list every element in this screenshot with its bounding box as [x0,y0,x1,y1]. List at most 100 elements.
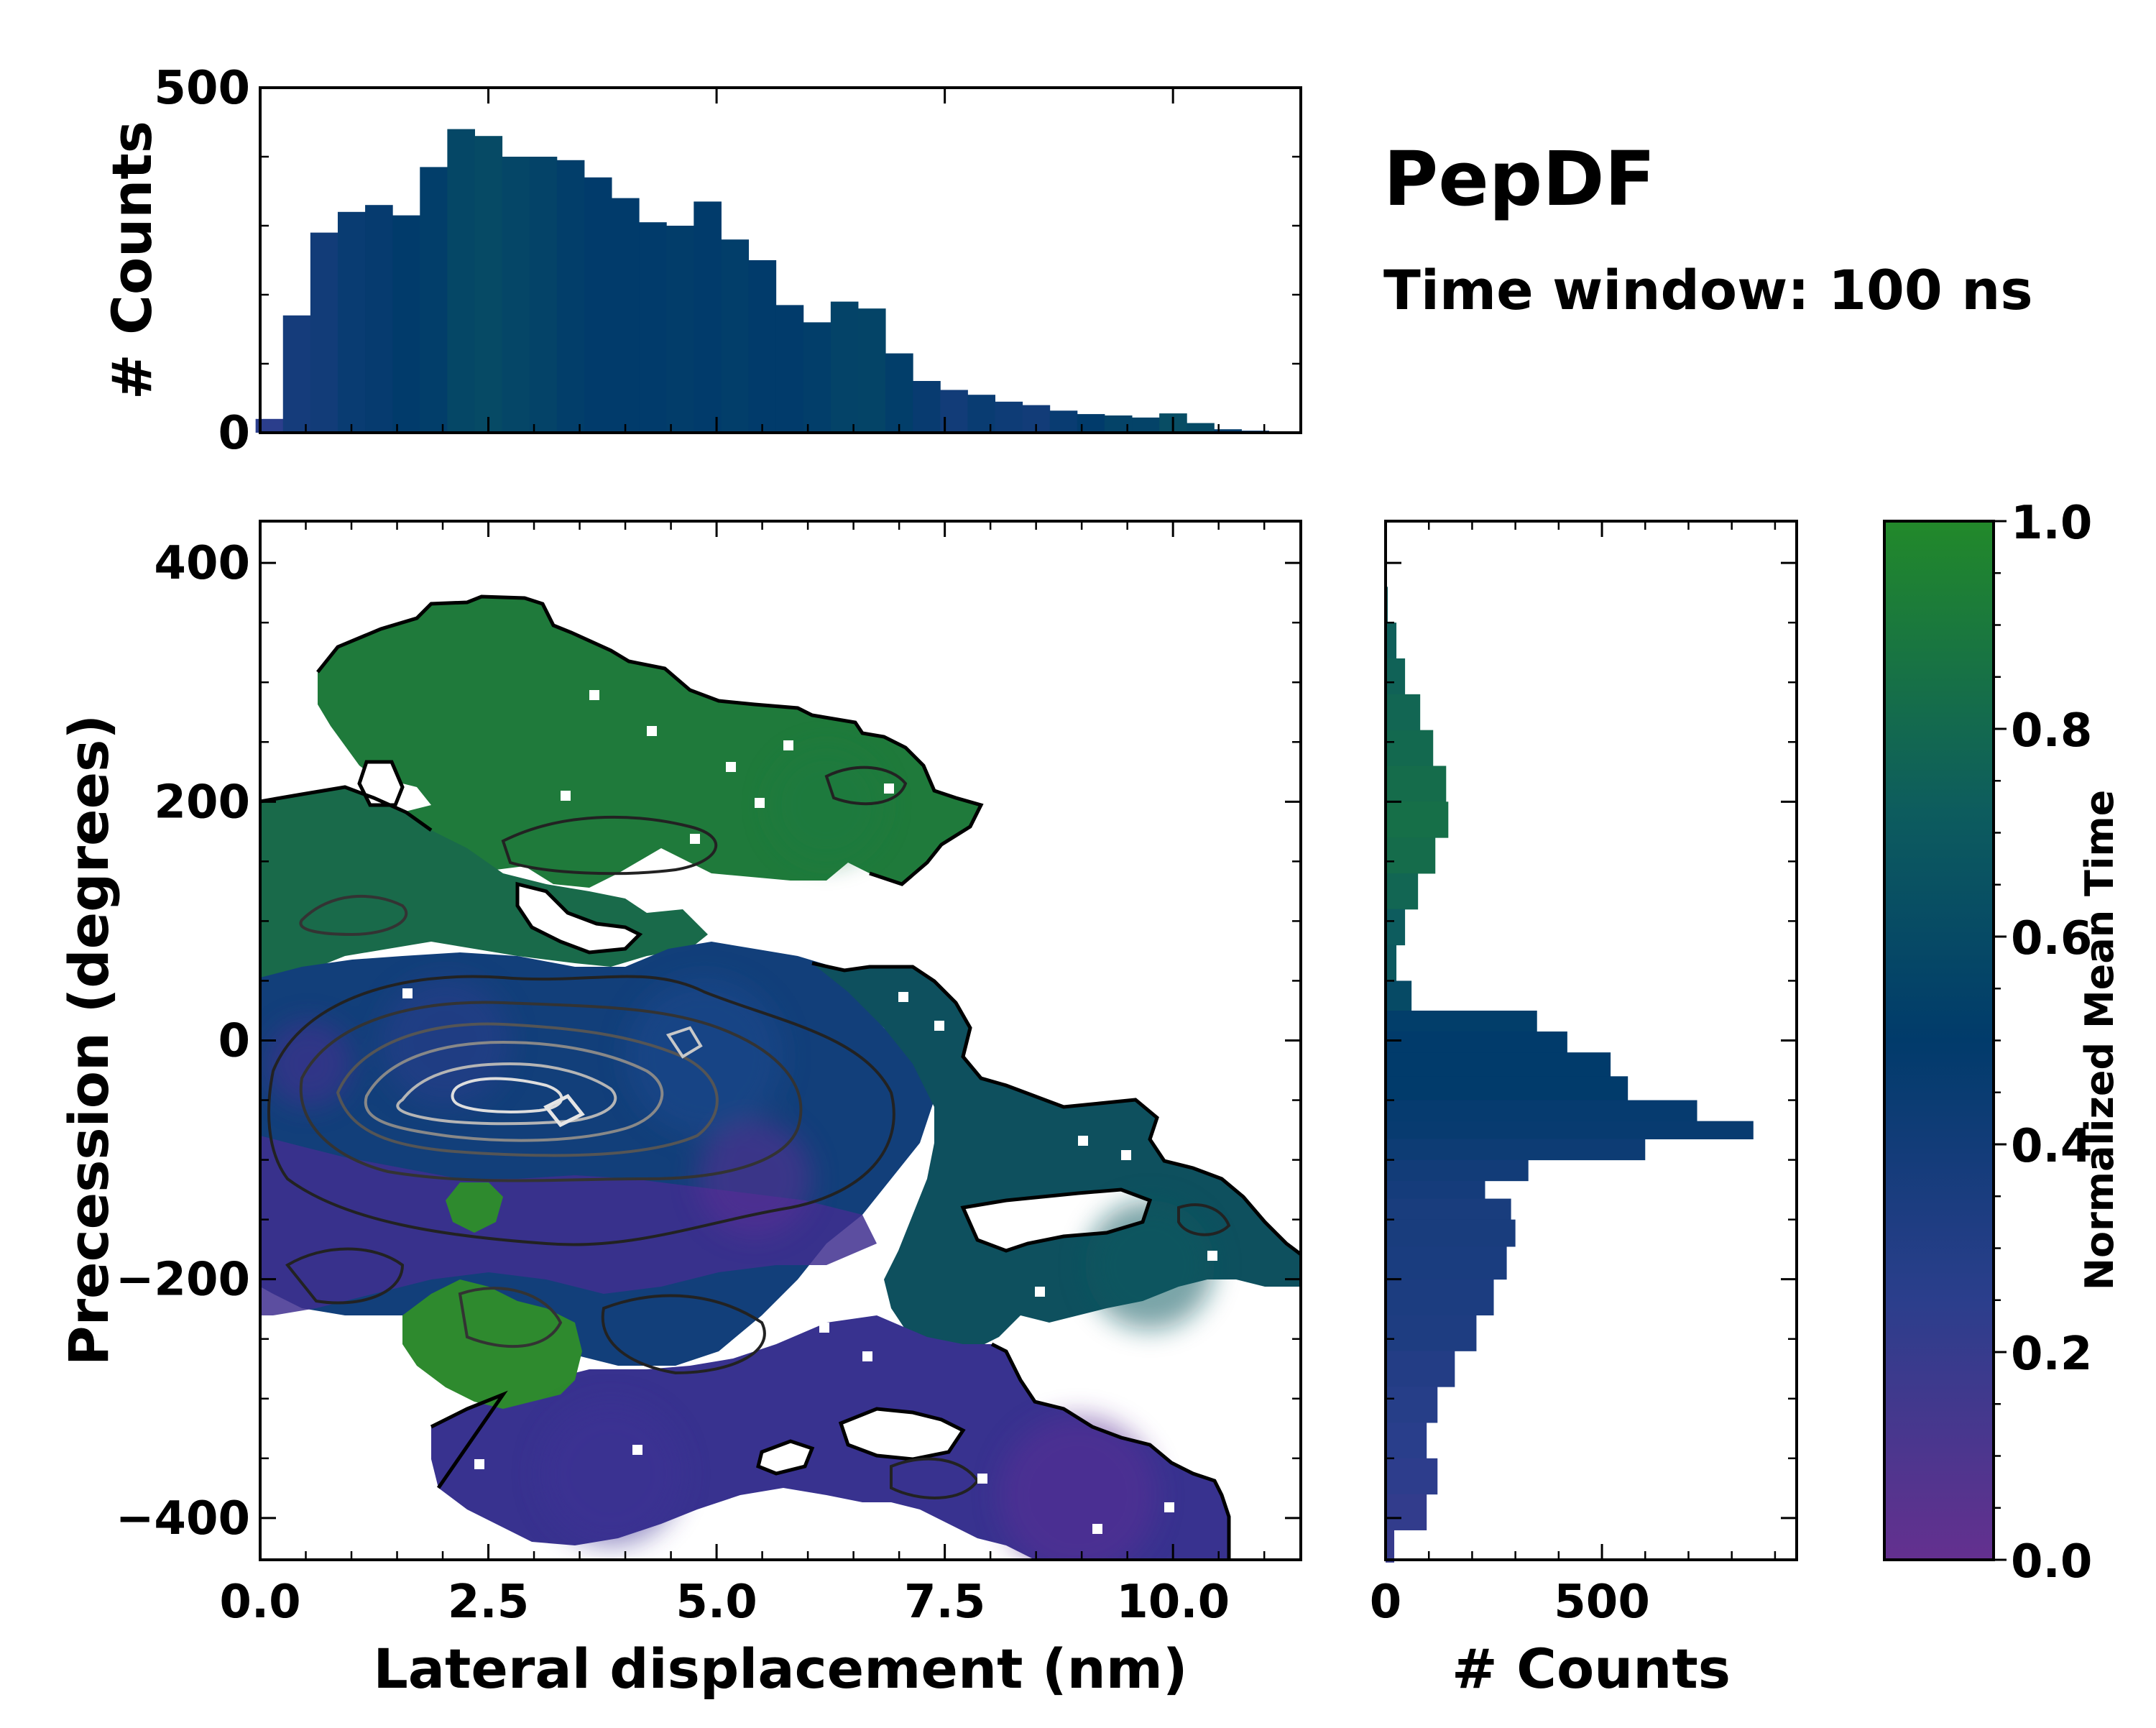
colorbar-tick-label: 0.2 [2011,1328,2092,1381]
main-y-tick-label: −400 [116,1492,250,1545]
empty-bin [755,798,765,808]
main-y-tick-label: 0 [218,1015,250,1068]
top-histogram-bar [858,308,886,433]
right-histogram-bar [1386,1423,1427,1458]
main-x-tick-label: 7.5 [904,1576,985,1629]
top-histogram-bar [338,212,366,433]
empty-bin [898,992,908,1002]
top-histogram-bar [557,160,585,433]
right-histogram-bar [1386,1315,1476,1351]
right-histogram-bar [1386,980,1411,1011]
main-ylabel: Precession (degrees) [57,714,121,1366]
colorbar-tick-label: 1.0 [2011,497,2092,550]
top-histogram-bar [694,201,722,433]
main-x-tick-label: 0.0 [219,1576,300,1629]
right-histogram-bar [1386,1494,1427,1530]
right-histogram-bar [1386,1139,1645,1161]
right-histogram-bar [1386,1220,1516,1247]
right-x-tick-label: 500 [1554,1576,1650,1629]
right-histogram-bar [1386,1387,1437,1423]
empty-bin [647,726,657,736]
top-histogram-bar [365,205,393,433]
blend-blob [697,1121,812,1236]
right-histogram-bar [1386,1031,1567,1053]
right-histogram-bar [1386,1052,1611,1077]
right-histogram-bar [1386,1100,1697,1122]
empty-bin [977,1474,987,1484]
empty-bin [1078,1136,1088,1146]
right-histogram-bar [1386,658,1405,694]
right-histogram-bar [1386,1351,1455,1387]
top-y-tick-label: 0 [218,407,250,460]
top-histogram-bar [776,305,804,433]
empty-bin [934,1021,944,1031]
top-histogram-bar [721,239,749,433]
empty-bin [474,1459,484,1469]
blend-blob [1085,1200,1215,1330]
chart-canvas: PepDF Time window: 100 ns 0 500 # Counts [0,0,2156,1725]
right-histogram-bar [1386,873,1418,909]
top-histogram-bar [749,260,777,433]
main-y-tick-label: −200 [116,1254,250,1307]
main-y-tick-label: 400 [154,537,250,590]
empty-bin [819,1323,829,1333]
right-histogram-bar [1386,622,1396,658]
right-x-tick-label: 0 [1370,1576,1402,1629]
top-histogram-bar [1187,423,1215,433]
empty-bin [1164,1502,1174,1512]
top-histogram-bar [639,222,667,433]
empty-bin [1035,1287,1045,1297]
right-histogram-bar [1386,1246,1507,1279]
main-x-tick-label: 5.0 [676,1576,757,1629]
top-histogram-bar [584,178,612,433]
empty-bin [726,762,736,772]
right-histogram-bar [1386,1076,1628,1100]
colorbar-label: Normalized Mean Time [2077,790,2122,1290]
main-x-tick-label: 2.5 [448,1576,529,1629]
chart-title: PepDF [1383,135,1656,223]
right-histogram-bars [1386,587,1754,1562]
top-histogram-bar [612,198,640,433]
right-histogram-bar [1386,801,1448,837]
top-histogram-bar [666,226,694,433]
right-histogram-bar [1386,1279,1494,1315]
main-x-tick-label: 10.0 [1116,1576,1230,1629]
right-histogram-bar [1386,1160,1529,1182]
empty-bin [589,690,599,700]
empty-bin [632,1445,642,1455]
empty-bin [783,740,793,750]
main-y-tick-label: 200 [154,776,250,829]
empty-bin [561,791,571,801]
top-histogram-bar [1132,418,1160,433]
colorbar: 0.0 0.2 0.4 0.6 0.8 1.0 Normalized Mean Time [1884,497,2122,1589]
top-histogram-bar [474,136,502,433]
empty-bin [1092,1524,1102,1534]
chart-subtitle: Time window: 100 ns [1383,258,2033,322]
right-histogram-bar [1386,945,1396,981]
empty-bin [402,988,413,998]
right-histogram-bar [1386,1121,1754,1139]
top-histogram-bar [447,129,475,433]
top-histogram-bar [885,354,913,433]
main-xlabel: Lateral displacement (nm) [373,1637,1187,1701]
blend-blob [625,978,783,1136]
top-histogram-ylabel: # Counts [100,121,164,400]
empty-bin [1207,1251,1217,1261]
top-histogram-bar [420,167,448,433]
top-histogram: 0 500 # Counts [100,62,1301,460]
right-histogram-bar [1386,837,1435,873]
top-y-tick-label: 500 [154,62,250,115]
top-histogram-bar [1050,410,1078,433]
empty-bin [884,783,894,794]
right-histogram-bar [1386,694,1420,730]
colorbar-tick-label: 0.0 [2011,1535,2092,1589]
empty-bin [1121,1150,1131,1160]
colorbar-gradient [1884,521,1994,1560]
top-histogram-bar [502,157,530,433]
top-histogram-bar [831,302,859,433]
right-histogram-bar [1386,730,1433,766]
top-histogram-bar [392,216,420,433]
top-histogram-bar [283,316,311,433]
top-histogram-bars [256,129,1297,433]
right-histogram-bar [1386,1199,1511,1221]
